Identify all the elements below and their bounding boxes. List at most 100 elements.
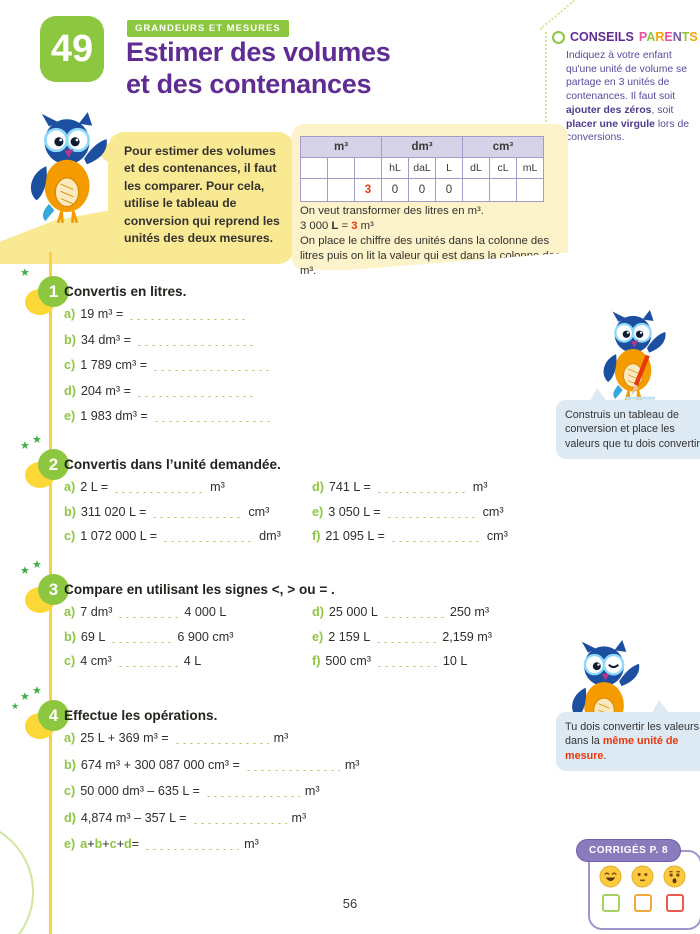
- answer-blank[interactable]: [151, 508, 244, 518]
- answer-blank[interactable]: [116, 658, 179, 667]
- checkbox-row: [590, 888, 700, 912]
- answer-blank[interactable]: [113, 484, 206, 493]
- intro-text: Pour estimer des volumes et des contenan…: [124, 144, 280, 246]
- answer-blank[interactable]: [244, 761, 340, 771]
- item-text: 4,874 m³ – 357 L =: [80, 810, 187, 825]
- checkbox-green[interactable]: [602, 894, 620, 912]
- exercise-item: b) 69 L 6 900 cm³: [64, 630, 233, 644]
- exercise-item: b) 311 020 L = cm³: [64, 505, 281, 519]
- item-text: 311 020 L =: [80, 504, 147, 519]
- worried-face-icon: [663, 865, 686, 888]
- tip-bubble-2: Tu dois convertir les valeurs dans la mê…: [556, 700, 700, 771]
- answer-blank[interactable]: [128, 311, 247, 320]
- item-label: b): [64, 757, 76, 772]
- item-label: e): [312, 504, 324, 519]
- checkbox-red[interactable]: [666, 894, 684, 912]
- unit-group-cm3: cm³: [462, 136, 544, 158]
- item-unit: cm³: [482, 504, 504, 519]
- item-label: d): [312, 480, 324, 494]
- answer-blank[interactable]: [375, 658, 438, 667]
- item-unit: cm³: [486, 529, 508, 543]
- table-cell: [489, 178, 517, 202]
- exercise-item: a) 2 L = m³: [64, 480, 281, 494]
- page-title-line1: Estimer des volumes: [126, 37, 391, 67]
- exercise-2-left-column: a) 2 L = m³ b) 311 020 L = cm³ c) 1 072 000 L…: [64, 480, 281, 554]
- item-text: +: [102, 837, 110, 851]
- answer-blank[interactable]: [110, 633, 173, 643]
- item-text: 2 L =: [80, 480, 109, 494]
- owl-winking-icon: [564, 640, 644, 745]
- answer-blank[interactable]: [375, 633, 438, 643]
- exercise-4-items: a) 25 L + 369 m³ = m³ b) 674 m³ + 300 087 0…: [64, 731, 360, 864]
- table-cell: 0: [435, 178, 463, 202]
- exercise-1-items: a) 19 m³ = b) 34 dm³ = c) 1 789 cm³ = d) 204…: [64, 307, 276, 435]
- item-text: 4 L: [183, 654, 202, 668]
- item-label: c): [64, 358, 76, 372]
- exercise-4-badge: ★ ★ ★ 4: [11, 686, 72, 740]
- exercise-item: a) 7 dm³ 4 000 L: [64, 605, 233, 619]
- answer-blank[interactable]: [375, 484, 468, 493]
- table-cell: 3: [354, 178, 382, 202]
- table-cell: daL: [408, 157, 436, 179]
- example-line2: 3 000 L = 3 m³: [300, 219, 374, 232]
- item-label: a): [64, 731, 76, 745]
- exercise-item: f) 500 cm³ 10 L: [312, 654, 492, 668]
- page-title-line2: et des contenances: [126, 68, 372, 99]
- table-cell: dL: [462, 157, 490, 179]
- owl-writing-icon: [596, 310, 670, 407]
- table-cell: [516, 178, 544, 202]
- item-text: +: [116, 837, 125, 851]
- difficulty-star-icon: ★: [20, 691, 30, 703]
- item-label: b): [64, 504, 76, 519]
- answer-blank[interactable]: [135, 387, 254, 397]
- ring-icon: [552, 30, 565, 44]
- answer-blank[interactable]: [191, 814, 287, 824]
- answer-blank[interactable]: [204, 788, 300, 797]
- table-cell: L: [435, 157, 463, 179]
- item-text: +: [87, 837, 95, 851]
- exercise-number: 4: [38, 700, 69, 731]
- corner-arc-decoration: [0, 820, 34, 934]
- item-text: 1 983 dm³ =: [80, 409, 148, 423]
- exercise-1-badge: ★ 1: [20, 268, 72, 316]
- answer-blank[interactable]: [144, 841, 240, 850]
- item-text: 19 m³ =: [80, 307, 124, 321]
- exercise-item: d) 4,874 m³ – 357 L = m³: [64, 811, 360, 825]
- table-cell: 0: [408, 178, 436, 202]
- item-text: 10 L: [442, 654, 468, 668]
- item-text: 4 000 L: [184, 605, 227, 619]
- item-var: b: [94, 837, 103, 851]
- item-label: a): [64, 605, 76, 619]
- example-line3: On place le chiffre des unités dans la c…: [300, 234, 561, 277]
- answer-blank[interactable]: [173, 735, 269, 744]
- table-cell: [462, 178, 490, 202]
- exercise-item: e) a + b + c + d = m³: [64, 837, 360, 851]
- answer-blank[interactable]: [382, 609, 445, 618]
- exercise-3-title: Compare en utilisant les signes <, > ou …: [64, 582, 335, 597]
- answer-blank[interactable]: [162, 533, 255, 542]
- page-number: 56: [342, 896, 358, 911]
- checkbox-orange[interactable]: [634, 894, 652, 912]
- answer-blank[interactable]: [117, 609, 180, 618]
- conversion-table: m³ dm³ cm³ hL daL L dL cL mL 3 0 0: [300, 136, 544, 202]
- exercise-item: b) 34 dm³ =: [64, 333, 276, 347]
- exercise-item: e) 2 159 L 2,159 m³: [312, 630, 492, 644]
- lesson-number-badge: 49: [40, 16, 104, 82]
- example-line1: On veut transformer des litres en m³.: [300, 205, 484, 217]
- exercise-item: e) 1 983 dm³ =: [64, 409, 276, 423]
- answer-blank[interactable]: [152, 362, 271, 371]
- item-text: 25 L + 369 m³ =: [80, 731, 169, 745]
- answer-blank[interactable]: [389, 533, 482, 542]
- tip-text: Construis un tableau de conversion et pl…: [565, 409, 700, 450]
- item-text: 21 095 L =: [325, 529, 385, 543]
- neutral-face-icon: [631, 865, 654, 888]
- item-text: 1 072 000 L =: [80, 529, 158, 543]
- answer-blank[interactable]: [152, 413, 271, 422]
- exercise-2-badge: ★ ★ 2: [20, 435, 72, 489]
- unit-group-m3: m³: [300, 136, 382, 158]
- item-text: 2,159 m³: [442, 629, 492, 644]
- answer-blank[interactable]: [135, 336, 254, 346]
- answer-blank[interactable]: [385, 508, 478, 518]
- emoji-row: [590, 852, 700, 888]
- exercise-item: c) 50 000 dm³ – 635 L = m³: [64, 784, 360, 798]
